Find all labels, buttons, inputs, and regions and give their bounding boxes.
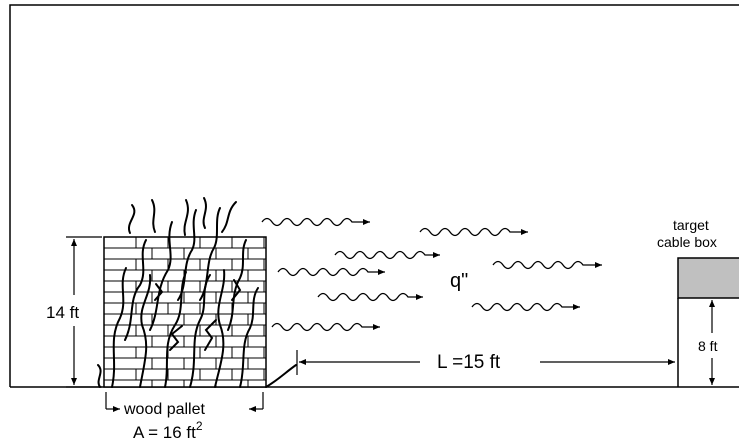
radiant-heat-arrows [261,217,602,332]
distance-dimension [296,350,675,375]
heat-wave-arrow [317,292,423,302]
cable-box [677,257,739,299]
room-enclosure [9,4,739,387]
heat-wave-arrow [277,267,385,277]
heat-wave-arrow [471,302,580,312]
box-height-label: 8 ft [698,338,718,354]
heat-wave-arrow [419,227,528,237]
pallet-height-dimension [66,236,102,388]
distance-label: L =15 ft [437,352,501,373]
fire-flames [97,197,297,388]
heat-wave-arrow [334,250,440,260]
area-exponent: 2 [196,419,203,433]
heat-wave-arrow [271,322,380,332]
heat-wave-arrow [492,260,602,270]
wood-pallet-stack [103,236,267,388]
pallet-caption-bracket [105,392,264,412]
pallet-area-label: A = 16 ft2 [133,419,203,440]
target-label: target [673,217,709,233]
cable-box-label: cable box [657,234,717,250]
pallet-height-label: 14 ft [46,303,79,322]
heat-flux-label: q" [450,270,468,292]
pallet-caption: wood pallet [123,401,206,418]
heat-wave-arrow [261,217,370,227]
